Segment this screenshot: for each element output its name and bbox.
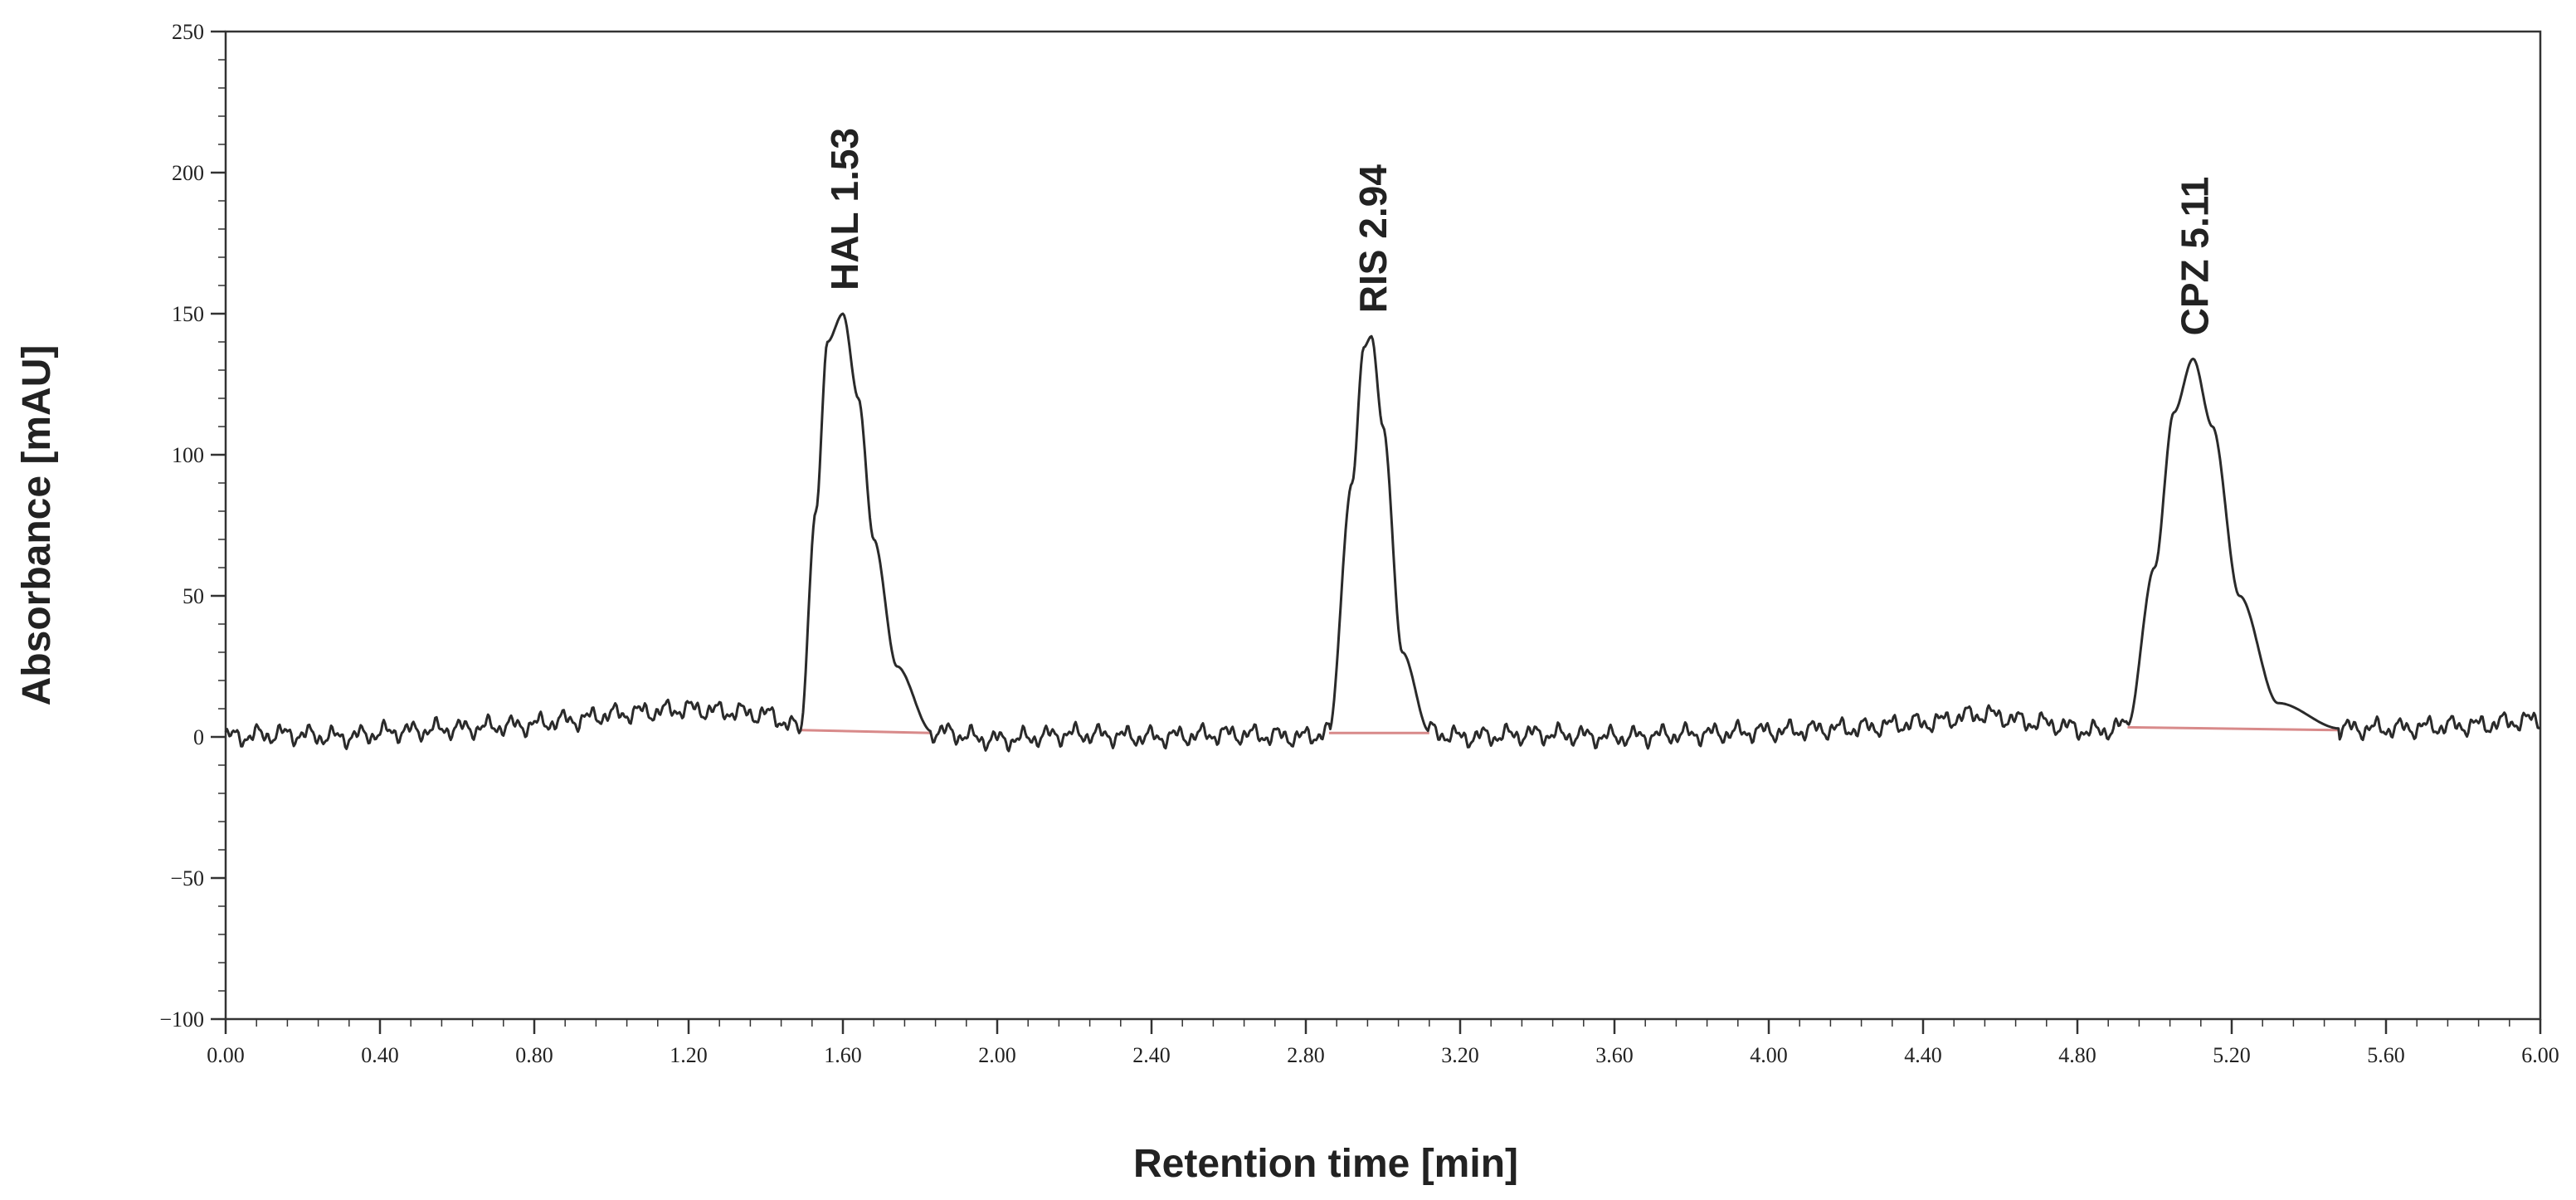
- y-axis-title: Absorbance [mAU]: [15, 345, 59, 706]
- y-tick-label: 200: [172, 161, 204, 185]
- y-tick-label: 150: [172, 302, 204, 326]
- y-tick-label: 100: [172, 443, 204, 467]
- x-tick-label: 4.80: [2058, 1043, 2096, 1067]
- peak-label: HAL 1.53: [823, 128, 866, 290]
- x-tick-label: 0.80: [515, 1043, 553, 1067]
- peak-label: RIS 2.94: [1351, 164, 1395, 313]
- x-tick-label: 5.20: [2213, 1043, 2251, 1067]
- x-tick-label: 3.20: [1441, 1043, 1479, 1067]
- x-tick-label: 0.40: [361, 1043, 399, 1067]
- chromatogram-trace: [224, 312, 2541, 753]
- x-tick-label: 4.40: [1904, 1043, 1942, 1067]
- x-tick-label: 2.00: [978, 1043, 1016, 1067]
- x-tick-label: 0.00: [207, 1043, 245, 1067]
- peak-baseline: [800, 729, 932, 734]
- y-tick-label: −100: [159, 1007, 204, 1032]
- x-tick-label: 1.20: [670, 1043, 708, 1067]
- x-tick-label: 6.00: [2521, 1043, 2559, 1067]
- x-axis-title: Retention time [min]: [1133, 1142, 1518, 1186]
- y-tick-label: 250: [172, 20, 204, 44]
- plot-frame: [224, 30, 2542, 1021]
- x-tick-label: 4.00: [1750, 1043, 1788, 1067]
- x-tick-label: 5.60: [2367, 1043, 2405, 1067]
- y-tick-label: −50: [170, 866, 204, 890]
- x-tick-label: 2.40: [1132, 1043, 1171, 1067]
- y-axis: 250 200 150 100 50 0 −50 −100: [159, 20, 226, 1032]
- x-tick-label: 3.60: [1595, 1043, 1634, 1067]
- peak-label: CPZ 5.11: [2174, 177, 2217, 336]
- x-axis: 0.00 0.40 0.80 1.20 1.60 2.00 2.40 2.80 3.20 3.60…: [207, 1019, 2559, 1067]
- peak-baseline: [2127, 725, 2340, 732]
- y-tick-label: 0: [193, 725, 204, 749]
- x-tick-label: 2.80: [1287, 1043, 1325, 1067]
- x-tick-label: 1.60: [824, 1043, 862, 1067]
- y-tick-label: 50: [183, 584, 204, 608]
- peak-labels: HAL 1.53 RIS 2.94 CPZ 5.11: [823, 128, 2217, 335]
- peak-baselines: [800, 725, 2340, 734]
